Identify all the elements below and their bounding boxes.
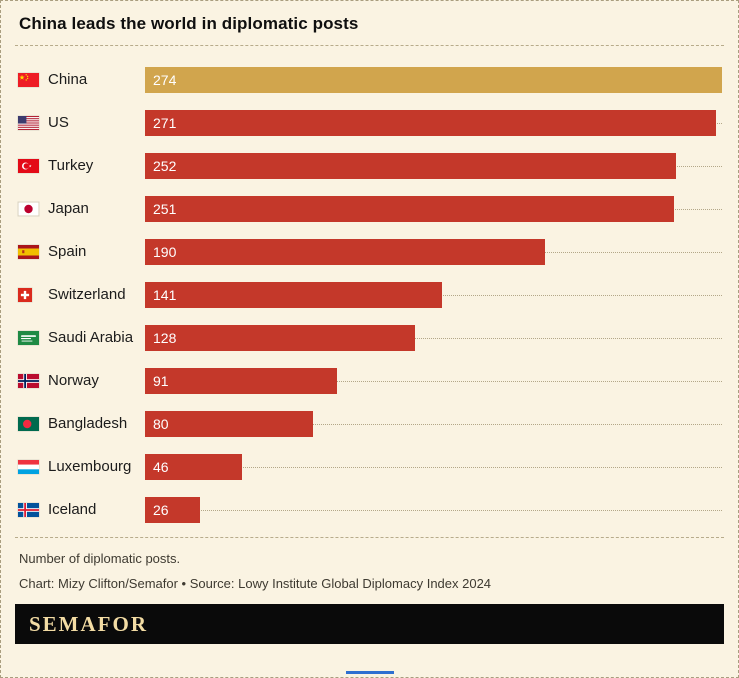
flag-japan-icon: [18, 201, 39, 216]
flag-iceland-icon: [18, 502, 39, 517]
bar-track: 141: [145, 281, 722, 308]
bar-row-turkey: Turkey 252: [18, 144, 722, 187]
flag-saudi-arabia-icon: [18, 330, 39, 345]
country-label: Luxembourg: [48, 458, 132, 475]
bar-value-label: 274: [153, 71, 177, 88]
semafor-logo-bar: SEMAFOR: [15, 604, 724, 644]
bar-track: 274: [145, 66, 722, 93]
semafor-logo: SEMAFOR: [29, 611, 148, 636]
bar-value-label: 251: [153, 200, 177, 217]
bar-norway: 91: [145, 367, 337, 394]
flag-china-icon: [18, 72, 39, 87]
country-label: Saudi Arabia: [48, 329, 134, 346]
credit-source-line: Chart: Mizy Clifton/Semafor • Source: Lo…: [19, 576, 492, 591]
bar-chart: China 274 US 271 Turkey 252 Japan 251: [1, 46, 738, 537]
footer-divider: [15, 537, 724, 538]
bar-track: 91: [145, 367, 722, 394]
bar-row-china: China 274: [18, 58, 722, 101]
bar-track: 26: [145, 496, 722, 523]
bar-track: 190: [145, 238, 722, 265]
bar-row-luxembourg: Luxembourg 46: [18, 445, 722, 488]
bar-track: 252: [145, 152, 722, 179]
flag-norway-icon: [18, 373, 39, 388]
bar-luxembourg: 46: [145, 453, 242, 480]
bar-japan: 251: [145, 195, 674, 222]
bar-value-label: 190: [153, 243, 177, 260]
bar-us: 271: [145, 109, 716, 136]
flag-switzerland-icon: [18, 287, 39, 302]
bar-china: 274: [145, 66, 722, 93]
bar-value-label: 271: [153, 114, 177, 131]
country-label: US: [48, 114, 69, 131]
bar-track: 46: [145, 453, 722, 480]
bar-track: 271: [145, 109, 722, 136]
bar-saudi-arabia: 128: [145, 324, 415, 351]
country-label: Switzerland: [48, 286, 126, 303]
flag-luxembourg-icon: [18, 459, 39, 474]
bar-value-label: 128: [153, 329, 177, 346]
bar-row-saudi-arabia: Saudi Arabia 128: [18, 316, 722, 359]
bar-row-spain: Spain 190: [18, 230, 722, 273]
bar-value-label: 141: [153, 286, 177, 303]
country-label: Bangladesh: [48, 415, 128, 432]
country-label: Japan: [48, 200, 89, 217]
bar-row-japan: Japan 251: [18, 187, 722, 230]
bar-value-label: 46: [153, 458, 169, 475]
flag-us-icon: [18, 115, 39, 130]
country-label: Norway: [48, 372, 99, 389]
bar-turkey: 252: [145, 152, 676, 179]
bar-track: 128: [145, 324, 722, 351]
bar-track: 80: [145, 410, 722, 437]
country-label: Iceland: [48, 501, 97, 518]
chart-header: China leads the world in diplomatic post…: [1, 1, 738, 45]
flag-spain-icon: [18, 244, 39, 259]
chart-footnotes: Number of diplomatic posts. Chart: Mizy …: [1, 538, 738, 591]
bar-track: 251: [145, 195, 722, 222]
bar-row-switzerland: Switzerland 141: [18, 273, 722, 316]
bar-value-label: 91: [153, 372, 169, 389]
page-title: China leads the world in diplomatic post…: [19, 14, 359, 33]
bar-row-bangladesh: Bangladesh 80: [18, 402, 722, 445]
country-label: Spain: [48, 243, 87, 260]
header-divider: [15, 45, 724, 46]
bar-value-label: 252: [153, 157, 177, 174]
bar-bangladesh: 80: [145, 410, 314, 437]
bar-iceland: 26: [145, 496, 200, 523]
country-label: China: [48, 71, 88, 88]
bar-switzerland: 141: [145, 281, 442, 308]
bar-value-label: 26: [153, 501, 169, 518]
bar-row-us: US 271: [18, 101, 722, 144]
axis-note: Number of diplomatic posts.: [19, 551, 181, 566]
bar-value-label: 80: [153, 415, 169, 432]
bottom-blue-line: [345, 671, 394, 674]
country-label: Turkey: [48, 157, 94, 174]
bar-row-norway: Norway 91: [18, 359, 722, 402]
bar-spain: 190: [145, 238, 546, 265]
flag-bangladesh-icon: [18, 416, 39, 431]
flag-turkey-icon: [18, 158, 39, 173]
bar-row-iceland: Iceland 26: [18, 488, 722, 531]
